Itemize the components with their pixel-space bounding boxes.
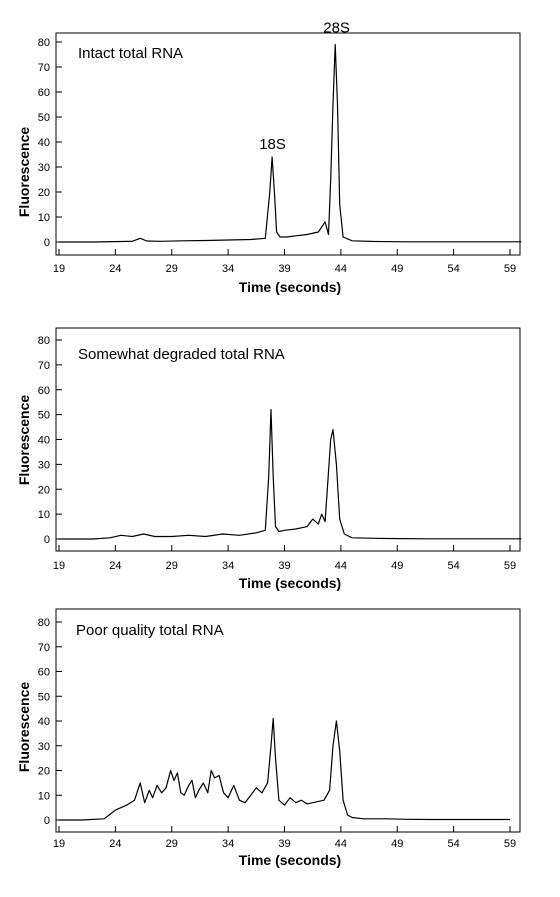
x-axis-title: Time (seconds) bbox=[239, 279, 341, 295]
x-tick-label: 54 bbox=[448, 263, 460, 275]
x-tick-label: 39 bbox=[278, 263, 290, 275]
plot-frame bbox=[55, 32, 521, 256]
x-tick-label: 49 bbox=[391, 263, 403, 275]
panel-poor-quality: Poor quality total RNA Time (seconds) Fl… bbox=[16, 608, 521, 868]
peak-label: 28S bbox=[323, 20, 350, 37]
x-tick-label: 19 bbox=[53, 263, 65, 275]
y-tick-label: 80 bbox=[38, 617, 50, 629]
y-tick-label: 30 bbox=[38, 459, 50, 471]
y-tick-label: 50 bbox=[38, 691, 50, 703]
x-tick-label: 29 bbox=[166, 560, 178, 572]
plot-frame bbox=[55, 608, 521, 833]
series-line bbox=[59, 43, 522, 243]
y-axis-title: Fluorescence bbox=[16, 395, 32, 485]
x-tick-label: 44 bbox=[335, 838, 347, 850]
x-tick-label: 59 bbox=[504, 263, 516, 275]
series-line bbox=[59, 409, 522, 540]
y-axis-title: Fluorescence bbox=[16, 682, 32, 772]
peak-label: 18S bbox=[259, 136, 286, 153]
y-tick-label: 30 bbox=[38, 162, 50, 174]
x-tick-label: 24 bbox=[109, 838, 121, 850]
y-tick-label: 70 bbox=[38, 62, 50, 74]
y-tick-label: 0 bbox=[44, 815, 50, 827]
x-tick-label: 39 bbox=[278, 560, 290, 572]
x-tick-label: 34 bbox=[222, 263, 234, 275]
x-tick-label: 34 bbox=[222, 838, 234, 850]
x-tick-label: 59 bbox=[504, 560, 516, 572]
y-tick-label: 20 bbox=[38, 187, 50, 199]
y-tick-label: 60 bbox=[38, 385, 50, 397]
x-tick-label: 49 bbox=[391, 838, 403, 850]
y-ticks: 0 10 20 30 40 50 60 70 80 bbox=[38, 37, 62, 249]
y-tick-label: 10 bbox=[38, 509, 50, 521]
x-ticks: 19 24 29 34 39 44 49 54 59 bbox=[53, 249, 516, 275]
y-tick-label: 60 bbox=[38, 87, 50, 99]
x-tick-label: 29 bbox=[166, 838, 178, 850]
x-tick-label: 49 bbox=[391, 560, 403, 572]
x-tick-label: 24 bbox=[109, 560, 121, 572]
y-tick-label: 60 bbox=[38, 667, 50, 679]
panel-intact: Intact total RNA Time (seconds) Fluoresc… bbox=[16, 20, 522, 295]
y-tick-label: 80 bbox=[38, 37, 50, 49]
peak-annotations: 18S 28S bbox=[259, 20, 350, 154]
y-tick-label: 50 bbox=[38, 112, 50, 124]
x-tick-label: 19 bbox=[53, 560, 65, 572]
x-tick-label: 44 bbox=[335, 263, 347, 275]
y-tick-label: 70 bbox=[38, 642, 50, 654]
x-tick-label: 29 bbox=[166, 263, 178, 275]
panel-title: Somewhat degraded total RNA bbox=[78, 346, 285, 363]
y-ticks: 0 10 20 30 40 50 60 70 80 bbox=[38, 617, 62, 827]
y-tick-label: 30 bbox=[38, 741, 50, 753]
x-tick-label: 54 bbox=[448, 838, 460, 850]
x-tick-label: 24 bbox=[109, 263, 121, 275]
y-tick-label: 0 bbox=[44, 534, 50, 546]
y-ticks: 0 10 20 30 40 50 60 70 80 bbox=[38, 335, 62, 546]
y-tick-label: 40 bbox=[38, 137, 50, 149]
x-ticks: 19 24 29 34 39 44 49 54 59 bbox=[53, 826, 516, 850]
y-tick-label: 10 bbox=[38, 790, 50, 802]
x-tick-label: 54 bbox=[448, 560, 460, 572]
y-tick-label: 80 bbox=[38, 335, 50, 347]
x-tick-label: 44 bbox=[335, 560, 347, 572]
x-tick-label: 34 bbox=[222, 560, 234, 572]
y-tick-label: 70 bbox=[38, 360, 50, 372]
y-tick-label: 40 bbox=[38, 716, 50, 728]
y-tick-label: 20 bbox=[38, 766, 50, 778]
y-axis-title: Fluorescence bbox=[16, 127, 32, 217]
x-ticks: 19 24 29 34 39 44 49 54 59 bbox=[53, 545, 516, 572]
y-tick-label: 0 bbox=[44, 237, 50, 249]
series-line bbox=[59, 717, 510, 821]
x-tick-label: 39 bbox=[278, 838, 290, 850]
y-tick-label: 10 bbox=[38, 212, 50, 224]
x-tick-label: 19 bbox=[53, 838, 65, 850]
y-tick-label: 40 bbox=[38, 435, 50, 447]
panel-title: Poor quality total RNA bbox=[76, 622, 224, 639]
x-axis-title: Time (seconds) bbox=[239, 575, 341, 591]
panel-title: Intact total RNA bbox=[78, 45, 183, 62]
x-tick-label: 59 bbox=[504, 838, 516, 850]
panel-somewhat-degraded: Somewhat degraded total RNA Time (second… bbox=[16, 327, 522, 591]
y-tick-label: 20 bbox=[38, 484, 50, 496]
y-tick-label: 50 bbox=[38, 410, 50, 422]
x-axis-title: Time (seconds) bbox=[239, 852, 341, 868]
